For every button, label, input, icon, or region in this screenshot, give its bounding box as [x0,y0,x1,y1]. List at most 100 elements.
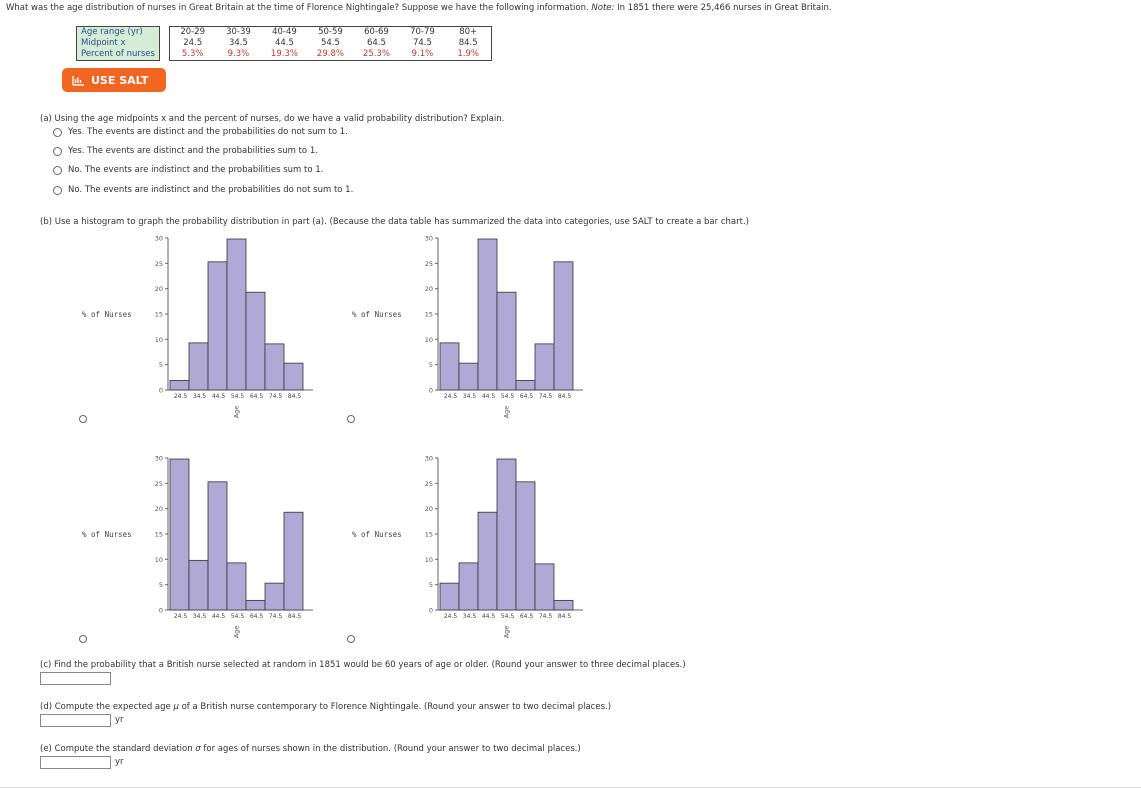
x-tick-label: 54.5 [501,393,515,400]
histogram-bar [264,582,285,611]
histogram-option-1-radio[interactable] [79,415,87,423]
x-tick-label: 44.5 [482,613,496,620]
table-cell: 29.8% [307,49,354,61]
radio-button[interactable] [53,185,62,195]
x-axis-label: Age [233,406,241,419]
mu-symbol: μ [173,702,179,712]
x-tick-label: 74.5 [269,393,283,400]
table-row-age-range: Age range (yr) 20-29 30-39 40-49 50-59 6… [76,26,492,38]
part-c-question: (c) Find the probability that a British … [40,660,686,670]
radio-button[interactable] [53,127,62,137]
table-cell: 70-79 [399,26,446,38]
x-axis-label: Age [503,406,511,419]
histogram-option-1: 0 5 10 15 20 25 30 % of Nurses 24.5 34.5 44.5 54.5 6… [82,235,313,419]
histogram-option-4-radio[interactable] [347,635,355,643]
option-label: Yes. The events are distinct and the pro… [68,146,318,156]
part-d-answer-input[interactable] [40,714,111,727]
part-d-question-post: of a British nurse contemporary to Flore… [181,702,612,712]
histogram-bar [207,261,228,391]
table-cell: 40-49 [261,26,308,38]
x-tick-label: 44.5 [212,393,226,400]
y-axis-label: % of Nurses [82,530,132,539]
x-tick-label: 74.5 [269,613,283,620]
row-label-midpoint: Midpoint x [76,38,160,49]
x-tick-label: 34.5 [463,393,477,400]
row-label-percent: Percent of nurses [76,49,160,61]
y-tick-label: 25 [155,260,163,268]
y-axis-label: % of Nurses [352,310,402,319]
histogram-bar [207,481,228,611]
x-tick-label: 54.5 [501,613,515,620]
part-a-option-3[interactable]: No. The events are indistinct and the pr… [53,165,323,175]
radio-button[interactable] [53,165,62,175]
option-label: No. The events are indistinct and the pr… [68,165,324,175]
table-cell: 19.3% [261,49,308,61]
histogram-bar [515,379,536,391]
histogram-bar [245,599,266,611]
y-tick-label: 10 [155,556,163,564]
table-cell: 5.3% [168,49,216,61]
part-c-answer-input[interactable] [40,672,111,685]
x-tick-label: 54.5 [231,613,245,620]
table-cell: 34.5 [228,38,248,48]
histogram-bar [553,599,574,611]
sigma-symbol: σ [195,744,201,754]
histogram-bar [534,343,555,391]
histogram-option-3-radio[interactable] [79,635,87,643]
table-row-midpoint: Midpoint x 24.5 34.5 44.5 54.5 64.5 74.5… [76,38,492,49]
part-a-option-2[interactable]: Yes. The events are distinct and the pro… [53,146,318,156]
y-axis-label: % of Nurses [352,530,402,539]
option-label: No. The events are indistinct and the pr… [68,185,354,195]
table-cell: 30-39 [215,26,262,38]
part-d-question: (d) Compute the expected age μ of a Brit… [40,702,611,712]
histogram-bar [534,563,555,611]
y-tick-label: 30 [155,455,163,463]
x-tick-label: 84.5 [558,613,572,620]
y-tick-label: 5 [429,581,433,589]
distribution-table: Age range (yr) 20-29 30-39 40-49 50-59 6… [76,26,492,61]
y-tick-label: 25 [155,480,163,488]
histogram-option-2: 0 5 10 15 20 25 30 % of Nurses 24.5 34.5 44.5 54.5 6… [352,235,583,419]
part-a-option-4[interactable]: No. The events are indistinct and the pr… [53,185,353,195]
y-tick-label: 0 [429,387,433,395]
x-tick-label: 44.5 [482,393,496,400]
use-salt-button[interactable]: USE SALT [62,68,166,92]
x-tick-label: 44.5 [212,613,226,620]
y-tick-label: 30 [425,235,433,243]
y-axis-label: % of Nurses [82,310,132,319]
y-tick-label: 20 [155,285,163,293]
histogram-bar [496,291,517,391]
part-e-answer-input[interactable] [40,756,111,769]
y-tick-label: 5 [429,361,433,369]
table-cell: 84.5 [445,38,492,49]
y-tick-label: 20 [155,505,163,513]
page-divider [0,787,1141,788]
salt-chart-icon [72,75,84,86]
x-tick-label: 24.5 [174,613,188,620]
y-tick-label: 10 [425,556,433,564]
option-label: Yes. The events are distinct and the pro… [68,127,348,137]
table-cell: 1.9% [445,49,492,61]
histogram-bar [553,261,574,391]
use-salt-label: USE SALT [91,73,149,87]
histogram-bar [477,511,498,611]
histogram-option-2-radio[interactable] [347,415,355,423]
histogram-bar [458,562,479,611]
x-tick-label: 84.5 [558,393,572,400]
histogram-bar [439,342,460,391]
y-tick-label: 15 [425,531,433,539]
part-a-option-1[interactable]: Yes. The events are distinct and the pro… [53,127,348,137]
histogram-bar [226,238,247,391]
radio-button[interactable] [53,146,62,156]
x-tick-label: 24.5 [444,613,458,620]
part-a-question: (a) Using the age midpoints x and the pe… [40,114,505,124]
histogram-bar [245,291,266,391]
part-b-question: (b) Use a histogram to graph the probabi… [40,217,749,227]
histogram-bar [283,511,304,611]
y-tick-label: 15 [425,311,433,319]
histogram-bar [458,362,479,391]
y-tick-label: 15 [155,531,163,539]
x-axis-label: Age [233,626,241,639]
table-cell: 24.5 [168,38,216,49]
x-tick-label: 64.5 [250,393,264,400]
